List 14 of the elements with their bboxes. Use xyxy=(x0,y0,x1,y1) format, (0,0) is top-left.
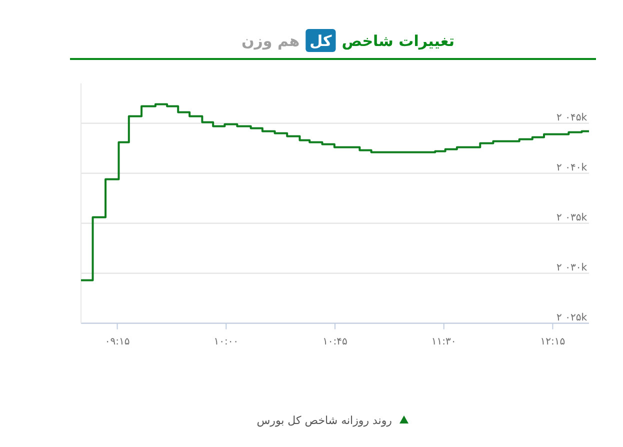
x-tick-label: ۱۰:۴۵ xyxy=(322,336,348,348)
x-tick-label: ۱۰:۰۰ xyxy=(214,336,239,348)
title: تغییرات شاخص کل هم وزن xyxy=(241,29,455,52)
y-tick-label: ۲ ۰۳۰k xyxy=(556,262,588,274)
x-tick-label: ۱۱:۳۰ xyxy=(431,336,456,348)
chart-title: تغییرات شاخص xyxy=(342,32,455,50)
y-tick-label: ۲ ۰۲۵k xyxy=(556,312,588,324)
x-tick-label: ۰۹:۱۵ xyxy=(104,336,130,348)
y-tick-label: ۲ ۰۴۵k xyxy=(556,112,588,124)
x-tick-label: ۱۲:۱۵ xyxy=(540,336,566,348)
y-tick-label: ۲ ۰۴۰k xyxy=(556,162,588,174)
y-tick-label: ۲ ۰۳۵k xyxy=(556,212,588,224)
chart-subtitle: هم وزن xyxy=(241,32,300,50)
legend: روند روزانه شاخص کل بورس xyxy=(256,414,408,427)
